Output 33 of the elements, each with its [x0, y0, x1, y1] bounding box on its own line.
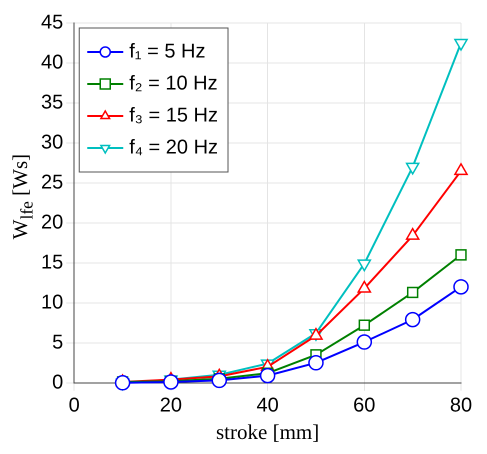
point [358, 320, 370, 331]
x-tick-label: 60 [353, 394, 376, 416]
x-axis-title: stroke [mm] [216, 420, 320, 444]
point [114, 375, 130, 391]
y-tick-label: 0 [52, 371, 64, 394]
point [404, 312, 420, 328]
point [212, 372, 228, 388]
y-tick-label: 15 [40, 251, 64, 274]
point [406, 162, 420, 175]
point [455, 249, 467, 261]
y-tick-label: 40 [40, 51, 64, 74]
y-tick-label: 20 [40, 211, 64, 234]
point [358, 259, 372, 272]
x-tick-label: 40 [256, 394, 279, 416]
x-tick-label: 0 [68, 394, 80, 416]
legend-label: f₁ = 5 Hz [129, 40, 206, 63]
legend-label: f₂ = 10 Hz [129, 72, 218, 95]
y-tick-label: 10 [40, 291, 64, 314]
point [453, 279, 469, 295]
point [356, 334, 372, 350]
point [406, 286, 418, 298]
legend-label: f₃ = 15 Hz [129, 104, 218, 127]
y-tick-label: 35 [40, 91, 64, 114]
point [454, 38, 468, 51]
legend-label: f₄ = 20 Hz [129, 136, 218, 159]
point [260, 368, 276, 384]
x-tick-label: 20 [160, 394, 182, 416]
y-tick-label: 45 [40, 12, 64, 34]
y-tick-label: 30 [40, 131, 64, 154]
point [308, 355, 324, 371]
y-tick-label: 5 [52, 331, 64, 354]
x-tick-label: 80 [450, 394, 472, 416]
y-tick-label: 25 [40, 171, 64, 194]
